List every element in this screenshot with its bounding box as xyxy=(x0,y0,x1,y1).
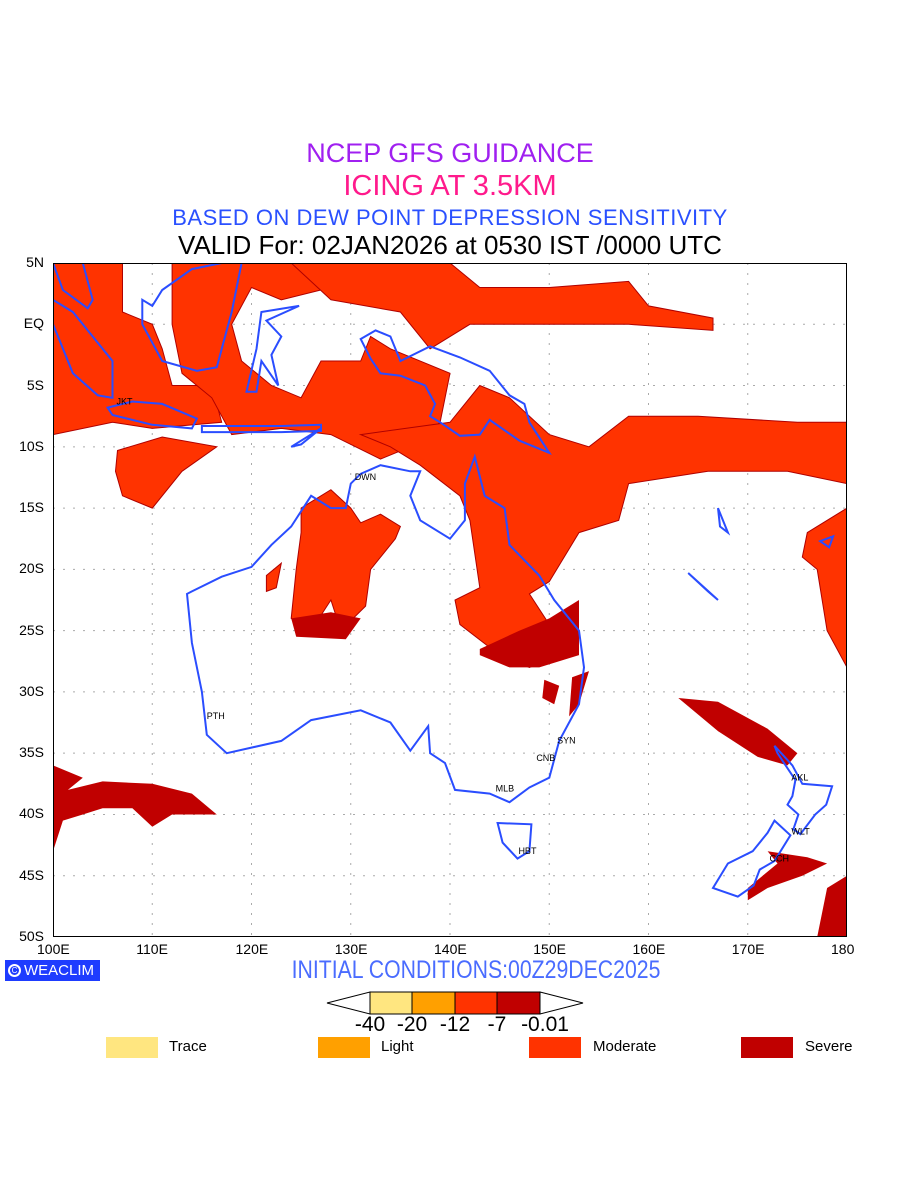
coastline xyxy=(141,263,243,372)
legend-swatch-severe xyxy=(741,1037,793,1058)
copyright-icon: C xyxy=(8,964,21,977)
city-label: CCH xyxy=(770,853,790,863)
city-label: AKL xyxy=(791,772,808,782)
colorbar xyxy=(326,991,584,1015)
y-tick-label: 25S xyxy=(19,621,44,638)
y-tick-label: 15S xyxy=(19,499,44,516)
legend-label-light: Light xyxy=(381,1038,414,1055)
severe-icing-area xyxy=(479,600,579,668)
severe-icing-area xyxy=(569,671,589,717)
x-tick-label: 150E xyxy=(533,941,566,957)
coastline xyxy=(290,427,322,448)
moderate-icing-area xyxy=(265,561,283,593)
city-label: HBT xyxy=(518,846,537,856)
colorbar-box-severe xyxy=(496,991,541,1015)
colorbar-right-arrow xyxy=(539,991,584,1015)
x-tick-label: 110E xyxy=(136,941,168,957)
severe-icing-area xyxy=(817,875,847,937)
colorbar-box-light xyxy=(411,991,456,1015)
colorbar-box-trace xyxy=(369,991,413,1015)
colorbar-label: -12 xyxy=(439,1013,471,1036)
title-method: BASED ON DEW POINT DEPRESSION SENSITIVIT… xyxy=(172,205,728,230)
city-label: JKT xyxy=(116,396,133,406)
colorbar-label: -20 xyxy=(396,1013,428,1036)
x-tick-label: 170E xyxy=(731,941,765,957)
colorbar-left-arrow xyxy=(326,991,371,1015)
colorbar-label: -0.01 xyxy=(521,1013,569,1036)
legend-swatch-light xyxy=(318,1037,370,1058)
coastline xyxy=(105,400,199,430)
y-tick-label: 45S xyxy=(19,866,44,883)
y-tick-label: 5S xyxy=(26,376,44,393)
y-tick-label: 10S xyxy=(19,437,44,454)
coastline xyxy=(773,745,834,836)
colorbar-box-moderate xyxy=(454,991,498,1015)
severe-icing-area xyxy=(53,765,217,852)
colorbar-label: -7 xyxy=(487,1013,507,1036)
coastline xyxy=(711,819,792,898)
coastline xyxy=(185,453,586,804)
x-tick-label: 120E xyxy=(235,941,269,957)
severe-icing-area xyxy=(542,679,560,705)
coastline xyxy=(200,423,322,434)
x-tick-label: 160E xyxy=(632,941,666,957)
city-label: PTH xyxy=(207,711,225,721)
moderate-icing-area xyxy=(290,489,402,632)
legend-swatch-trace xyxy=(106,1037,158,1058)
moderate-icing-area xyxy=(290,263,714,350)
title-product: ICING AT 3.5KM xyxy=(343,170,557,202)
severe-icing-area xyxy=(291,612,361,640)
coastlines xyxy=(53,263,835,898)
initial-conditions: INITIAL CONDITIONS:00Z29DEC2025 xyxy=(291,956,661,984)
legend-label-severe: Severe xyxy=(805,1038,853,1055)
title-model: NCEP GFS GUIDANCE xyxy=(306,138,594,168)
city-label: SYN xyxy=(557,736,576,746)
y-tick-label: 35S xyxy=(19,744,44,761)
y-tick-label: 40S xyxy=(19,805,44,822)
moderate-icing-area xyxy=(114,436,219,509)
coastline xyxy=(245,304,300,393)
x-tick-label: 100E xyxy=(37,941,70,957)
coastline xyxy=(687,572,719,601)
severe-icing-area xyxy=(747,851,828,901)
coastline xyxy=(717,507,731,536)
badge-label: WEACLIM xyxy=(24,962,95,979)
coastline xyxy=(53,298,114,399)
x-tick-label: 140E xyxy=(434,941,467,957)
x-tick-label: 180 xyxy=(831,941,855,957)
colorbar-label: -40 xyxy=(354,1013,386,1036)
x-tick-label: 130E xyxy=(334,941,368,957)
y-tick-label: EQ xyxy=(23,315,44,332)
map-frame xyxy=(53,263,847,937)
city-label: DWN xyxy=(355,472,377,482)
severe-icing-areas xyxy=(53,600,847,937)
moderate-icing-area xyxy=(801,507,847,668)
coastline xyxy=(359,329,552,456)
y-tick-label: 20S xyxy=(19,560,44,577)
city-label: WLT xyxy=(791,826,810,836)
severe-icing-area xyxy=(678,698,798,766)
y-tick-label: 5N xyxy=(26,254,44,270)
weaclim-badge: C WEACLIM xyxy=(5,960,100,981)
coastline xyxy=(53,263,94,310)
coastline xyxy=(496,821,533,860)
city-label: CNB xyxy=(536,753,555,763)
title-valid-time: VALID For: 02JAN2026 at 0530 IST /0000 U… xyxy=(178,230,722,260)
coastline xyxy=(818,534,835,549)
moderate-icing-area xyxy=(171,263,451,460)
legend-label-trace: Trace xyxy=(169,1038,207,1055)
y-tick-label: 50S xyxy=(19,928,44,944)
legend-swatch-moderate xyxy=(529,1037,581,1058)
legend-label-moderate: Moderate xyxy=(593,1038,657,1055)
moderate-icing-area xyxy=(53,263,223,436)
city-label: MLB xyxy=(496,783,515,793)
moderate-icing-area xyxy=(358,384,847,668)
moderate-icing-areas xyxy=(53,263,847,668)
y-tick-label: 30S xyxy=(19,682,44,699)
